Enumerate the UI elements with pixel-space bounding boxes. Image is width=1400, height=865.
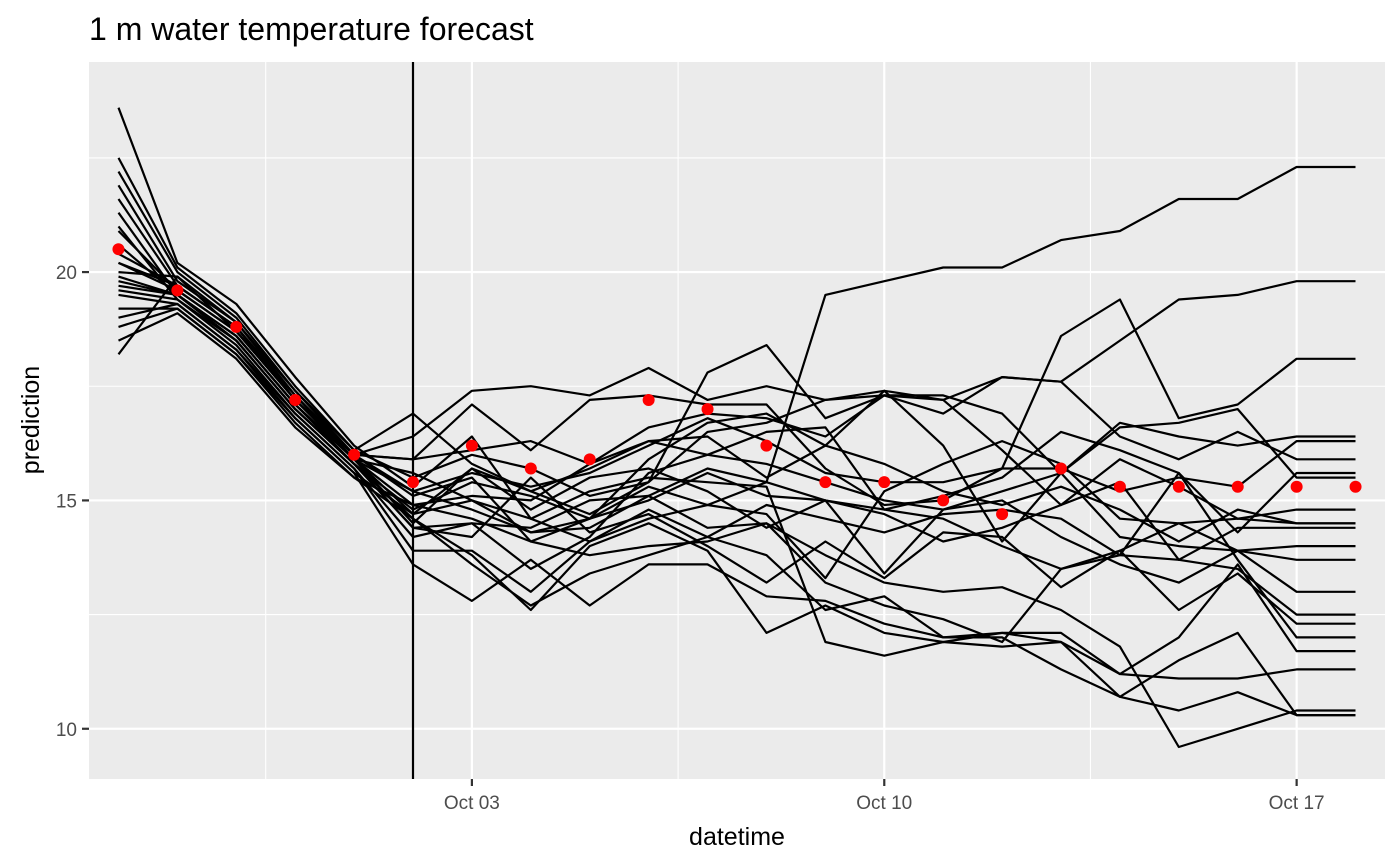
y-tick-label: 15 (56, 491, 77, 512)
x-tick-label: Oct 10 (856, 793, 912, 814)
mean-point (1290, 480, 1303, 493)
mean-point (701, 403, 714, 416)
ensemble-line-18 (118, 302, 1356, 717)
mean-point (1113, 480, 1126, 493)
ensemble-line-12 (118, 275, 1356, 593)
mean-points (112, 243, 1362, 521)
x-tick-label: Oct 03 (444, 793, 500, 814)
plot-panel (89, 62, 1385, 779)
mean-point (583, 453, 596, 466)
x-tick-label: Oct 17 (1269, 793, 1325, 814)
ensemble-line-2 (117, 157, 1356, 497)
y-axis-title: prediction (17, 366, 45, 474)
mean-point (878, 476, 891, 489)
y-tick-label: 20 (56, 263, 77, 284)
mean-point (348, 448, 361, 461)
ensemble-line-14 (118, 284, 1356, 625)
mean-point (524, 462, 537, 475)
ensemble-line-19 (118, 307, 1356, 717)
mean-point (937, 494, 950, 507)
mean-point (1231, 480, 1244, 493)
mean-point (407, 476, 419, 489)
x-axis: Oct 03 Oct 10 Oct 17 (444, 779, 1325, 814)
ensemble-members (117, 107, 1356, 749)
y-axis: 10 15 20 (56, 263, 89, 741)
ensemble-line-3 (117, 171, 1356, 493)
ensemble-line-6 (117, 212, 1356, 571)
ensemble-line-20 (118, 312, 1356, 749)
x-axis-title: datetime (689, 823, 785, 851)
mean-point (465, 439, 478, 452)
mean-point (819, 476, 832, 489)
chart-title: 1 m water temperature forecast (89, 11, 534, 47)
ensemble-line-21 (117, 275, 1356, 516)
ensemble-line-16 (118, 293, 1356, 676)
mean-point (289, 393, 302, 406)
ensemble-line-23 (118, 261, 1356, 507)
ensemble-line-1 (117, 107, 1356, 543)
ensemble-line-8 (117, 230, 1356, 571)
mean-point (996, 508, 1009, 521)
mean-point (1349, 480, 1362, 493)
y-tick-label: 10 (56, 720, 77, 741)
mean-point (230, 320, 243, 333)
mean-point (760, 439, 773, 452)
mean-point (1172, 480, 1185, 493)
ensemble-line-22 (118, 271, 1356, 520)
mean-point (1055, 462, 1067, 475)
mean-point (171, 284, 184, 297)
mean-point (642, 393, 655, 406)
mean-point (112, 243, 125, 256)
